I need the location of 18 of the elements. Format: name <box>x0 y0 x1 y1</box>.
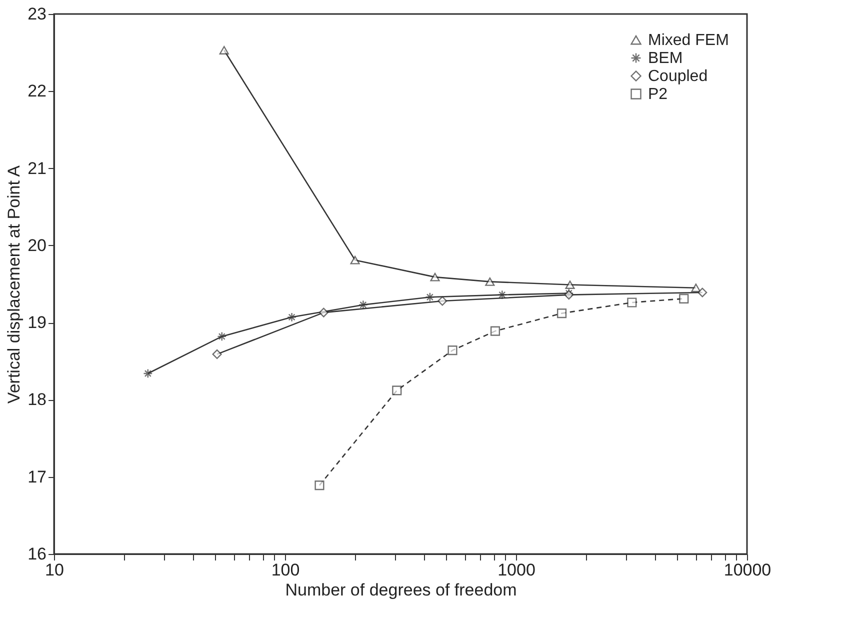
y-tick-label: 17 <box>28 467 46 486</box>
x-tick-label: 1000 <box>498 560 536 580</box>
y-tick-label: 23 <box>28 4 46 24</box>
y-tick-label: 16 <box>28 544 46 564</box>
legend-label: BEM <box>648 50 683 67</box>
y-tick-label: 22 <box>28 82 46 101</box>
legend-label: Mixed FEM <box>648 32 729 49</box>
x-tick-label: 10 <box>45 560 64 580</box>
y-axis-title: Vertical displacement at Point A <box>4 164 24 404</box>
y-tick-label: 21 <box>28 158 46 178</box>
y-tick-label: 19 <box>28 313 46 332</box>
legend-label: Coupled <box>648 68 708 85</box>
x-tick-label: 100 <box>271 560 300 580</box>
y-tick-label: 18 <box>28 390 46 410</box>
y-tick-label: 20 <box>28 236 46 255</box>
x-tick-label: 10000 <box>724 560 772 580</box>
x-axis-title: Number of degrees of freedom <box>285 580 517 600</box>
legend-label: P2 <box>648 86 668 103</box>
